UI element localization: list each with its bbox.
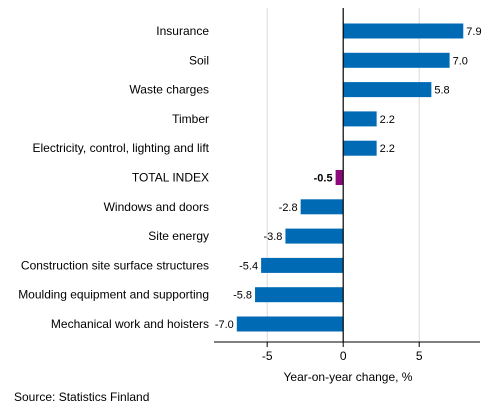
value-label: 7.9 — [466, 26, 481, 38]
value-label: -3.8 — [263, 231, 282, 243]
bar — [261, 257, 344, 273]
bar — [236, 316, 344, 332]
bar — [343, 140, 377, 156]
value-label: -5.8 — [233, 290, 252, 302]
x-tick-label: 5 — [416, 349, 423, 363]
bar — [343, 23, 464, 39]
value-label: -0.5 — [314, 173, 333, 185]
category-label: Site energy — [148, 229, 209, 243]
x-tick-label: 0 — [340, 349, 347, 363]
x-axis-title: Year-on-year change, % — [284, 370, 413, 384]
bar-chart: Insurance Soil Waste charges Timber Electric… — [18, 8, 482, 384]
category-label: Soil — [189, 53, 209, 67]
category-label: Waste charges — [129, 83, 209, 97]
bar — [343, 52, 450, 68]
category-label: Timber — [172, 112, 209, 126]
category-labels: Insurance Soil Waste charges Timber Electric… — [18, 24, 209, 331]
value-labels: 7.9 7.0 5.8 2.2 2.2 -0.5 -2.8 -3.8 -5.4 -5.8 -7.0 — [215, 26, 482, 331]
x-tick-label: -5 — [262, 349, 273, 363]
axes: -5 0 5 — [214, 8, 480, 363]
category-label: TOTAL INDEX — [132, 171, 209, 185]
category-label: Windows and doors — [104, 200, 209, 214]
category-label: Moulding equipment and supporting — [18, 288, 209, 302]
bar — [255, 287, 344, 303]
category-label: Electricity, control, lighting and lift — [32, 141, 209, 155]
category-label: Mechanical work and hoisters — [51, 317, 209, 331]
bar — [343, 82, 432, 98]
bar — [335, 170, 344, 185]
bar — [343, 111, 377, 127]
bars — [236, 23, 464, 332]
value-label: -7.0 — [215, 319, 234, 331]
bar — [285, 228, 344, 244]
category-label: Insurance — [156, 24, 209, 38]
value-label: 2.2 — [380, 114, 395, 126]
category-label: Construction site surface structures — [21, 258, 209, 272]
value-label: -5.4 — [239, 260, 258, 272]
source-note: Source: Statistics Finland — [14, 390, 150, 404]
value-label: 7.0 — [453, 55, 468, 67]
value-label: 5.8 — [434, 85, 449, 97]
value-label: 2.2 — [380, 143, 395, 155]
value-label: -2.8 — [279, 202, 298, 214]
bar — [300, 199, 344, 215]
